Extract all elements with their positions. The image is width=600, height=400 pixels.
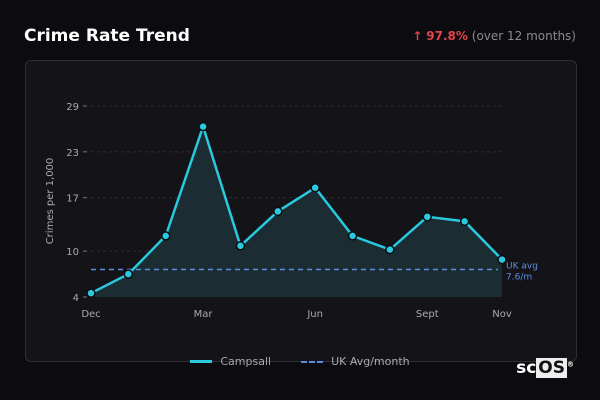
y-axis-label: Crimes per 1,000 xyxy=(45,158,56,245)
x-tick-label: Nov xyxy=(492,309,512,320)
legend-label: UK Avg/month xyxy=(331,355,410,368)
y-tick-label: 23 xyxy=(66,148,79,159)
legend-swatch xyxy=(301,360,324,363)
change-percent: 97.8% xyxy=(426,29,468,43)
data-point-oct[interactable] xyxy=(459,216,470,227)
change-period: (over 12 months) xyxy=(471,29,576,43)
data-point-sept[interactable] xyxy=(422,212,433,222)
y-tick-label: 4 xyxy=(73,293,79,304)
data-point-dec[interactable] xyxy=(86,288,96,298)
x-tick-label: Jun xyxy=(306,309,323,320)
legend-item-campsall[interactable]: Campsall xyxy=(190,355,271,368)
data-point-jul[interactable] xyxy=(347,231,358,241)
data-point-nov[interactable] xyxy=(497,254,507,265)
data-point-feb[interactable] xyxy=(160,231,171,241)
x-tick-label: Dec xyxy=(81,309,100,320)
data-point-aug[interactable] xyxy=(385,244,395,255)
data-point-may[interactable] xyxy=(273,206,283,217)
data-point-apr[interactable] xyxy=(235,241,246,251)
y-tick-label: 29 xyxy=(66,102,79,113)
legend-item-uk-avg[interactable]: UK Avg/month xyxy=(301,355,410,368)
y-tick-label: 17 xyxy=(66,194,79,205)
chart-title: Crime Rate Trend xyxy=(24,26,190,46)
legend-label: Campsall xyxy=(220,355,272,368)
area-fill xyxy=(91,126,502,298)
y-tick-label: 10 xyxy=(66,247,79,258)
x-tick-label: Sept xyxy=(416,309,439,320)
legend: Campsall UK Avg/month xyxy=(0,355,600,368)
legend-swatch xyxy=(190,360,213,363)
change-arrow-icon: ↑ xyxy=(412,29,423,43)
series-line-campsall xyxy=(90,122,503,295)
scos-logo: sc OS ® xyxy=(516,358,574,378)
x-tick-label: Mar xyxy=(194,309,214,320)
data-point-mar[interactable] xyxy=(198,121,208,132)
uk-average-value: 7.6/m xyxy=(506,272,532,282)
change-summary: ↑ 97.8% (over 12 months) xyxy=(412,29,576,43)
uk-average-label: UK avg xyxy=(506,261,538,271)
data-point-jan[interactable] xyxy=(123,269,134,279)
data-point-jun[interactable] xyxy=(310,182,320,193)
